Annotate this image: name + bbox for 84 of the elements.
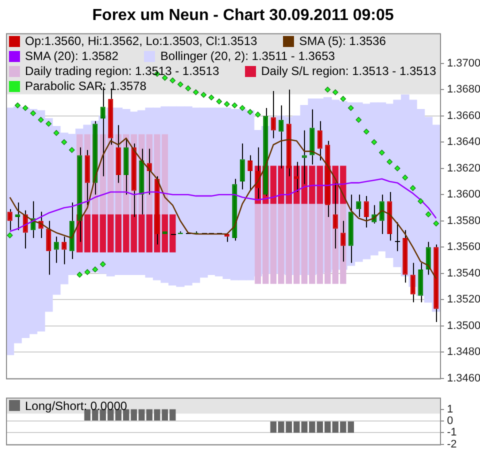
legend-label: Bollinger (20, 2): 1.3511 - 1.3653: [160, 49, 335, 64]
point: [76, 272, 83, 278]
point: [61, 139, 68, 146]
point: [402, 174, 408, 180]
y-tick-label: 1.3460: [447, 372, 480, 384]
y-tick-label: 1.3640: [447, 136, 480, 148]
point: [185, 85, 192, 92]
y-tick-label: 1.3660: [447, 110, 480, 122]
point: [53, 130, 60, 136]
point: [92, 266, 98, 272]
y-tick-label: 1.3620: [447, 162, 480, 174]
point: [363, 128, 370, 135]
point: [371, 139, 378, 146]
candlestick: [317, 120, 322, 162]
point: [340, 96, 346, 102]
candlestick: [248, 154, 253, 192]
point: [332, 89, 338, 96]
point: [254, 112, 261, 118]
point: [348, 105, 354, 111]
candlestick: [364, 195, 369, 228]
point: [224, 101, 230, 107]
y-tick-label: 1.3500: [447, 320, 480, 332]
y-tick-label: 1.3580: [447, 214, 480, 227]
point: [418, 198, 424, 204]
candlestick: [394, 222, 401, 252]
candlestick: [402, 230, 408, 284]
candlestick: [387, 192, 392, 242]
point: [84, 269, 90, 275]
point: [68, 147, 75, 153]
point: [386, 158, 393, 165]
point: [100, 261, 106, 268]
point: [410, 185, 416, 191]
legend-label: Op:1.3560, Hi:1.3562, Lo:1.3503, Cl:1.3513: [25, 34, 258, 48]
y-tick-label: 1.3680: [447, 84, 480, 96]
point: [232, 102, 238, 108]
point: [46, 120, 52, 127]
legend-label: Daily S/L region: 1.3513 - 1.3513: [261, 64, 436, 78]
y-tick-label: -1: [447, 426, 457, 439]
y-tick-label: 1.3560: [447, 241, 480, 254]
point: [208, 94, 214, 100]
candlestick: [270, 90, 276, 139]
point: [200, 92, 207, 98]
candlestick: [62, 236, 67, 265]
y-tick-label: 0: [447, 415, 454, 428]
point: [14, 102, 21, 108]
candlestick: [379, 194, 384, 235]
point: [425, 211, 432, 218]
point: [38, 116, 44, 123]
candlestick: [310, 108, 315, 165]
y-tick-label: -2: [447, 438, 457, 450]
point: [170, 78, 176, 84]
candlestick: [240, 142, 245, 190]
point: [192, 89, 199, 96]
y-tick-label: 1: [447, 403, 454, 416]
y-tick-label: 1.3540: [447, 267, 480, 280]
point: [433, 220, 440, 226]
candlestick: [7, 208, 12, 231]
legend-label: Long/Short: 0.0000: [25, 398, 128, 413]
y-tick-label: 1.3600: [447, 188, 480, 201]
candlestick: [54, 236, 59, 264]
candlestick: [418, 262, 424, 303]
point: [216, 98, 222, 104]
point: [177, 81, 184, 88]
candlestick: [410, 262, 416, 303]
point: [247, 109, 254, 115]
y-tick-label: 1.3480: [447, 346, 480, 358]
y-tick-label: 1.3700: [447, 57, 480, 70]
legend-label: Daily trading region: 1.3513 - 1.3513: [25, 64, 220, 78]
point: [239, 105, 246, 111]
point: [378, 150, 385, 156]
point: [6, 232, 13, 238]
point: [22, 105, 28, 111]
legend-label: Parabolic SAR: 1.3578: [25, 79, 146, 94]
point: [356, 116, 362, 123]
legend-label: SMA (20): 1.3582: [25, 49, 118, 64]
y-tick-label: 1.3520: [447, 294, 480, 306]
bar: [162, 134, 168, 214]
legend-label: SMA (5): 1.3536: [299, 34, 386, 48]
chart-title: Forex um Neun - Chart 30.09.2011 09:05: [92, 7, 394, 24]
point: [394, 165, 400, 172]
candlestick: [356, 194, 362, 218]
point: [324, 86, 331, 93]
candlestick: [46, 220, 52, 276]
point: [30, 110, 36, 116]
